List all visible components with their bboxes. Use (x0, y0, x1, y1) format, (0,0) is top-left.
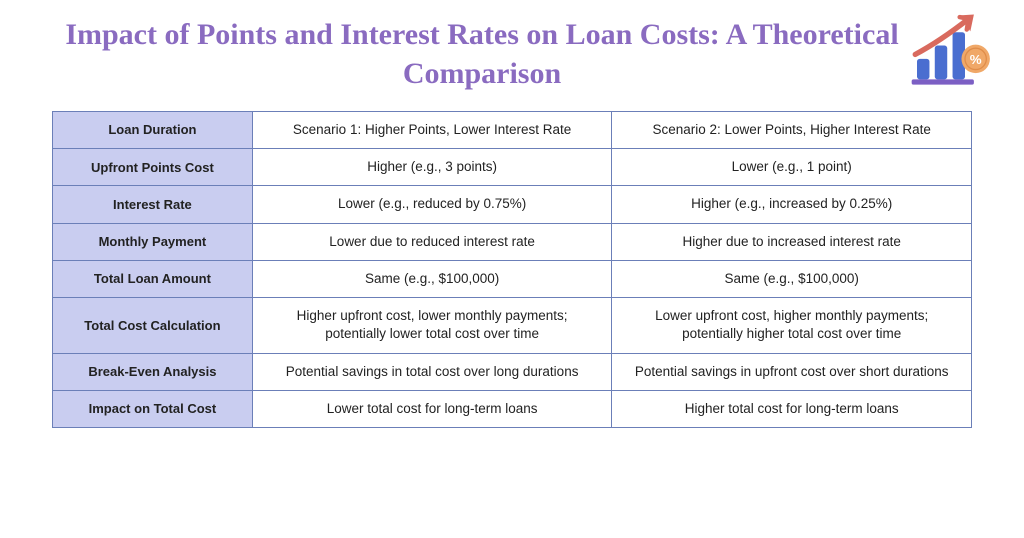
table-row: Break-Even Analysis Potential savings in… (53, 353, 972, 390)
scenario-1-cell: Higher upfront cost, lower monthly payme… (252, 298, 612, 353)
scenario-1-cell: Potential savings in total cost over lon… (252, 353, 612, 390)
table-row: Impact on Total Cost Lower total cost fo… (53, 390, 972, 427)
scenario-2-cell: Same (e.g., $100,000) (612, 260, 972, 297)
row-label: Monthly Payment (53, 223, 253, 260)
table-row: Total Cost Calculation Higher upfront co… (53, 298, 972, 353)
scenario-1-cell: Lower due to reduced interest rate (252, 223, 612, 260)
scenario-2-cell: Lower upfront cost, higher monthly payme… (612, 298, 972, 353)
scenario-2-cell: Lower (e.g., 1 point) (612, 149, 972, 186)
scenario-2-cell: Higher total cost for long-term loans (612, 390, 972, 427)
scenario-1-cell: Same (e.g., $100,000) (252, 260, 612, 297)
scenario-2-cell: Scenario 2: Lower Points, Higher Interes… (612, 112, 972, 149)
table-body: Loan Duration Scenario 1: Higher Points,… (53, 112, 972, 428)
scenario-1-cell: Lower (e.g., reduced by 0.75%) (252, 186, 612, 223)
row-label: Loan Duration (53, 112, 253, 149)
row-label: Interest Rate (53, 186, 253, 223)
row-label: Total Loan Amount (53, 260, 253, 297)
table-row: Upfront Points Cost Higher (e.g., 3 poin… (53, 149, 972, 186)
table-row: Monthly Payment Lower due to reduced int… (53, 223, 972, 260)
table-row: Total Loan Amount Same (e.g., $100,000) … (53, 260, 972, 297)
scenario-2-cell: Higher (e.g., increased by 0.25%) (612, 186, 972, 223)
table-row: Loan Duration Scenario 1: Higher Points,… (53, 112, 972, 149)
scenario-1-cell: Lower total cost for long-term loans (252, 390, 612, 427)
page-title: Impact of Points and Interest Rates on L… (60, 15, 904, 93)
title-container: Impact of Points and Interest Rates on L… (0, 0, 1024, 111)
growth-chart-icon: % (904, 10, 994, 90)
scenario-2-cell: Higher due to increased interest rate (612, 223, 972, 260)
row-label: Total Cost Calculation (53, 298, 253, 353)
scenario-2-cell: Potential savings in upfront cost over s… (612, 353, 972, 390)
comparison-table: Loan Duration Scenario 1: Higher Points,… (52, 111, 972, 428)
scenario-1-cell: Scenario 1: Higher Points, Lower Interes… (252, 112, 612, 149)
row-label: Impact on Total Cost (53, 390, 253, 427)
svg-text:%: % (970, 52, 982, 67)
scenario-1-cell: Higher (e.g., 3 points) (252, 149, 612, 186)
table-row: Interest Rate Lower (e.g., reduced by 0.… (53, 186, 972, 223)
row-label: Upfront Points Cost (53, 149, 253, 186)
row-label: Break-Even Analysis (53, 353, 253, 390)
